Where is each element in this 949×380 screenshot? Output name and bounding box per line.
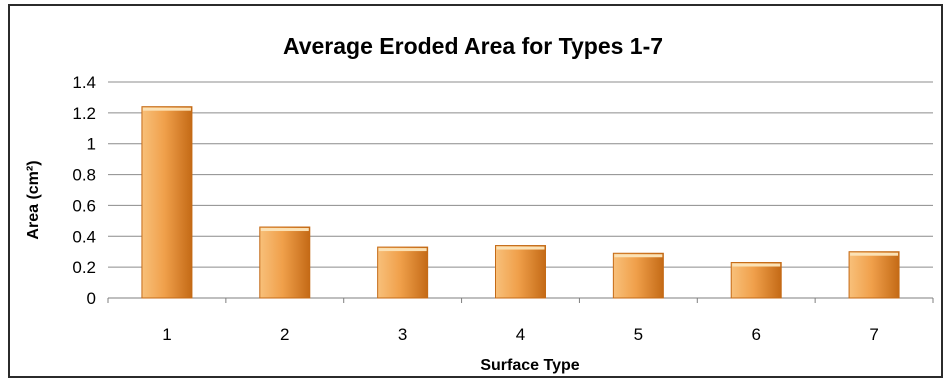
bar xyxy=(141,106,193,299)
bar-highlight xyxy=(614,254,663,258)
x-tick-label: 1 xyxy=(162,325,171,344)
bar-body xyxy=(259,226,311,299)
y-tick-label: 1.4 xyxy=(72,73,96,92)
bar-highlight xyxy=(260,228,309,232)
bar xyxy=(730,262,782,299)
y-tick-label: 0.4 xyxy=(72,227,96,246)
x-tick-label: 6 xyxy=(751,325,760,344)
x-tick-label: 4 xyxy=(516,325,525,344)
bar-body xyxy=(377,246,429,299)
bar xyxy=(612,252,664,299)
bar-body xyxy=(495,245,546,299)
bar-highlight xyxy=(378,248,427,252)
bars xyxy=(141,106,900,299)
bar-body xyxy=(141,106,193,299)
bar xyxy=(377,246,429,299)
bar xyxy=(259,226,311,299)
gridlines xyxy=(108,81,933,299)
bar-body xyxy=(848,251,900,299)
bar-highlight xyxy=(732,263,781,267)
x-tick-label: 7 xyxy=(869,325,878,344)
bar xyxy=(495,245,546,299)
y-tick-label: 1 xyxy=(87,135,96,154)
chart-frame: Average Eroded Area for Types 1-7 0 0.2 0.… xyxy=(8,4,943,378)
y-axis-title: Area (cm²) xyxy=(25,160,42,239)
chart-title: Average Eroded Area for Types 1-7 xyxy=(283,33,663,59)
bar xyxy=(848,251,900,299)
x-tick-label: 2 xyxy=(280,325,289,344)
bar-highlight xyxy=(496,246,545,250)
y-tick-label: 0 xyxy=(87,289,96,308)
bar-body xyxy=(730,262,782,299)
x-tick-label: 5 xyxy=(634,325,643,344)
bar-body xyxy=(612,252,664,299)
x-tick-label: 3 xyxy=(398,325,407,344)
bar-chart: Average Eroded Area for Types 1-7 0 0.2 0.… xyxy=(25,33,934,374)
x-axis-title: Surface Type xyxy=(480,357,579,374)
y-tick-label: 1.2 xyxy=(72,104,96,123)
bar-highlight xyxy=(142,107,191,111)
y-tick-label: 0.8 xyxy=(72,166,96,185)
y-axis-ticks: 0 0.2 0.4 0.6 0.8 1 1.2 1.4 xyxy=(72,73,96,308)
y-tick-label: 0.6 xyxy=(72,196,96,215)
x-axis-ticks: 1 2 3 4 5 6 7 xyxy=(107,298,934,344)
bar-highlight xyxy=(850,252,899,256)
y-tick-label: 0.2 xyxy=(72,258,96,277)
